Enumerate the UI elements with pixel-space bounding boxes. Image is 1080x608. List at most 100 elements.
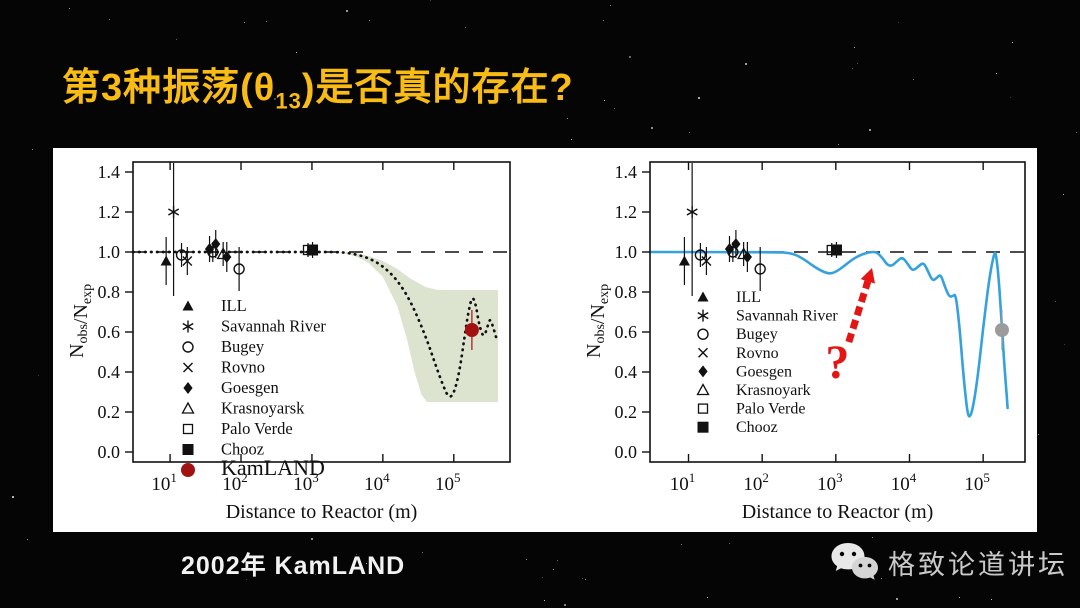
marker-square-filled — [182, 444, 194, 455]
y-tick-label: 0.6 — [98, 322, 121, 342]
marker-circle-open — [697, 328, 709, 340]
marker-triangle-filled — [160, 255, 172, 266]
marker-asterisk — [697, 309, 709, 322]
star-dot — [895, 598, 898, 601]
star-dot — [346, 9, 349, 12]
marker-triangle-filled — [182, 300, 194, 311]
star-dot — [869, 128, 872, 131]
star-dot — [744, 63, 747, 66]
marker-triangle-filled — [678, 255, 690, 266]
star-dot — [246, 578, 248, 580]
x-tick-label: 102 — [743, 470, 769, 495]
question-mark: ? — [825, 336, 849, 389]
star-dot — [465, 27, 467, 29]
star-dot — [430, 0, 432, 2]
marker-square-filled — [307, 244, 319, 256]
star-dot — [366, 563, 368, 565]
marker-x — [698, 347, 708, 358]
star-dot — [1062, 193, 1064, 195]
plots-panel: 101 102 103 104 105 0.0 0.2 0.4 0.6 0.8 1.0 1.2 1.4 D… — [53, 148, 1037, 532]
marker-x — [182, 256, 193, 266]
arrow-head — [860, 268, 875, 284]
star-dot — [995, 73, 997, 75]
marker-circle-open — [754, 263, 766, 275]
star-dot — [563, 603, 566, 606]
star-dot — [447, 91, 449, 93]
title-theta-symbol: θ — [253, 67, 276, 109]
star-dot — [854, 47, 856, 49]
marker-square-open — [182, 423, 194, 435]
star-dot — [991, 598, 993, 600]
star-dot — [603, 19, 605, 21]
legend-label: Rovno — [221, 358, 265, 377]
confidence-band — [337, 252, 498, 402]
data-point-chooz — [307, 242, 319, 258]
y-tick-label: 1.4 — [98, 162, 121, 182]
x-axis: 101 102 103 104 105 — [670, 162, 990, 495]
data-point-bugey — [175, 243, 188, 267]
star-dot — [273, 97, 276, 100]
star-dot — [1038, 433, 1040, 435]
star-dot — [629, 56, 632, 59]
data-point-kamland — [464, 310, 479, 350]
marker-circle-open — [182, 341, 194, 353]
marker-circle-filled — [464, 323, 479, 337]
y-tick-label: 0.2 — [615, 402, 638, 422]
marker-square-filled — [697, 421, 709, 433]
data-point-bugey — [694, 243, 707, 267]
data-point-bugey — [233, 247, 245, 291]
x-tick-label: 103 — [817, 470, 843, 495]
marker-circle-open — [727, 246, 739, 258]
star-dot — [560, 87, 562, 89]
marker-diamond-filled — [698, 365, 708, 378]
marker-diamond-filled — [183, 382, 193, 394]
best-fit-curve-dotted — [131, 250, 498, 398]
marker-asterisk — [686, 206, 698, 218]
star-dot — [650, 127, 653, 130]
x-tick-label: 101 — [670, 470, 696, 495]
star-dot — [958, 596, 960, 598]
marker-circle-open — [175, 249, 188, 261]
star-dot — [729, 542, 731, 544]
data-point-goesgen — [222, 242, 232, 272]
reactor-neutrino-plots: 101 102 103 104 105 0.0 0.2 0.4 0.6 0.8 1.0 1.2 1.4 D… — [66, 161, 1026, 523]
star-dot — [1064, 344, 1066, 346]
legend-label: Rovno — [736, 345, 779, 362]
y-tick-label: 1.2 — [98, 202, 121, 222]
legend-label: Goesgen — [736, 363, 792, 380]
title-theta-subscript: 13 — [275, 88, 302, 114]
legend-label: Krasnoyark — [736, 382, 811, 399]
data-point-ill — [160, 237, 172, 285]
legend-label: Chooz — [736, 419, 778, 436]
annotation: ? — [825, 268, 875, 389]
slide-caption: 2002年 KamLAND — [181, 552, 406, 580]
y-tick-label: 0.0 — [615, 442, 638, 462]
star-dot — [566, 117, 568, 119]
star-dot — [31, 149, 33, 151]
star-dot — [37, 374, 39, 376]
y-tick-label: 0.8 — [615, 282, 638, 302]
marker-square-open — [697, 403, 709, 414]
y-tick-label: 0.2 — [98, 402, 121, 422]
star-dot — [697, 97, 700, 99]
data-points — [160, 163, 479, 350]
arrow-shaft — [845, 280, 872, 344]
y-axis-label: Nobs/Nexp — [583, 284, 612, 358]
marker-x — [183, 362, 193, 373]
x-tick-label: 105 — [964, 470, 990, 495]
marker-square-filled — [830, 244, 842, 256]
marker-triangle-open — [181, 401, 195, 414]
x-axis-label: Distance to Reactor (m) — [742, 501, 934, 523]
y-tick-label: 0.0 — [98, 442, 121, 462]
title-prefix: 第3种振荡( — [62, 67, 254, 109]
x-tick-label: 104 — [891, 470, 917, 495]
legend-label: Palo Verde — [736, 401, 805, 418]
x-tick-label: 104 — [364, 470, 390, 495]
legend-label: Krasnoyarsk — [221, 399, 305, 418]
star-dot — [552, 569, 554, 571]
data-point-savannah-river — [168, 163, 180, 296]
marker-circle-open — [233, 263, 245, 275]
marker-triangle-filled — [697, 291, 709, 302]
star-dot — [109, 19, 111, 21]
